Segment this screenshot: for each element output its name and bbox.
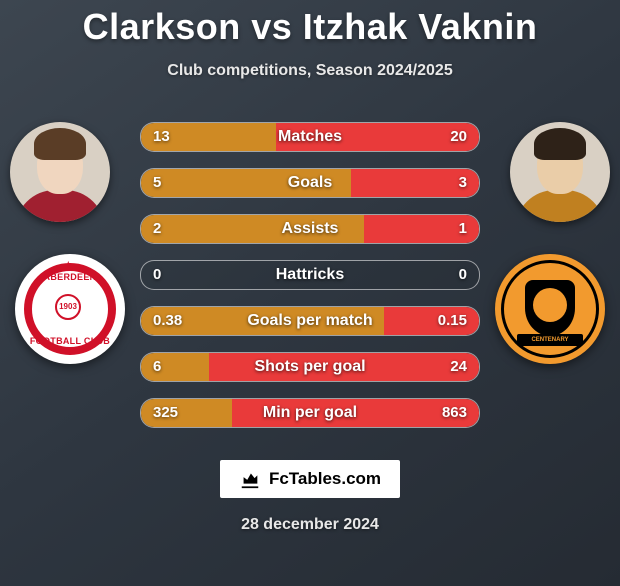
player-left-avatar (10, 122, 110, 222)
stat-row-min-per-goal: 325863Min per goal (140, 398, 480, 428)
club-left-year: 1903 (55, 294, 81, 320)
club-left-badge: ★ ABERDEEN 1903 FOOTBALL CLUB (15, 254, 125, 364)
stat-label: Hattricks (141, 261, 479, 289)
stat-label: Goals (141, 169, 479, 197)
watermark: FcTables.com (220, 460, 400, 498)
stat-row-goals: 53Goals (140, 168, 480, 198)
date-text: 28 december 2024 (0, 516, 620, 534)
stat-label: Assists (141, 215, 479, 243)
stat-row-hattricks: 00Hattricks (140, 260, 480, 290)
stat-label: Matches (141, 123, 479, 151)
club-right-badge: CENTENARY (495, 254, 605, 364)
stat-label: Min per goal (141, 399, 479, 427)
chart-icon (239, 468, 261, 490)
club-left-name-top: ABERDEEN (15, 272, 125, 282)
stat-row-assists: 21Assists (140, 214, 480, 244)
stat-label: Shots per goal (141, 353, 479, 381)
watermark-text: FcTables.com (269, 469, 381, 489)
stat-row-goals-per-match: 0.380.15Goals per match (140, 306, 480, 336)
comparison-panel: ★ ABERDEEN 1903 FOOTBALL CLUB CENTENARY … (0, 114, 620, 444)
player-right-avatar (510, 122, 610, 222)
stat-row-matches: 1320Matches (140, 122, 480, 152)
page-title: Clarkson vs Itzhak Vaknin (0, 6, 620, 48)
stat-row-shots-per-goal: 624Shots per goal (140, 352, 480, 382)
stat-bars: 1320Matches 53Goals 21Assists 00Hattricks 0.… (140, 122, 480, 444)
subtitle: Club competitions, Season 2024/2025 (0, 62, 620, 80)
club-right-banner: CENTENARY (517, 334, 583, 346)
club-left-name-bottom: FOOTBALL CLUB (15, 336, 125, 346)
stat-label: Goals per match (141, 307, 479, 335)
